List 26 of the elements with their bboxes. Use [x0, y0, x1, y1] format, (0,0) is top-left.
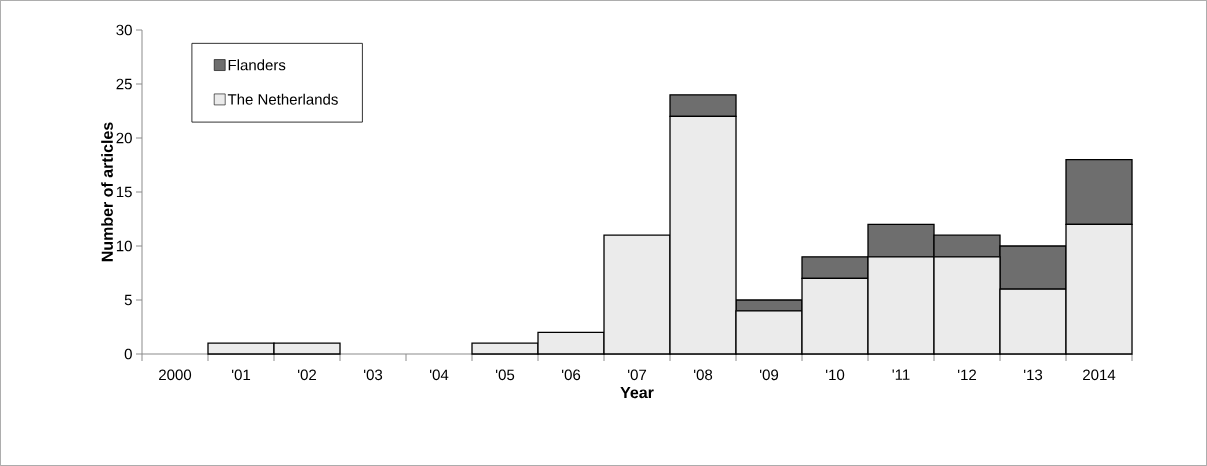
x-tick-label: '06	[562, 369, 581, 381]
y-tick-label: 5	[124, 294, 132, 306]
x-tick-label: '02	[298, 369, 317, 381]
x-tick-label: '01	[232, 369, 251, 381]
y-axis-title: Number of articles	[101, 122, 113, 262]
x-tick-label: 2014	[1083, 369, 1116, 381]
x-tick-label: '04	[430, 369, 449, 381]
legend-label: The Netherlands	[227, 93, 338, 105]
x-tick-label: '08	[694, 369, 713, 381]
x-tick-label: '03	[364, 369, 383, 381]
y-tick-label: 25	[116, 78, 132, 90]
x-tick-label: '07	[628, 369, 647, 381]
x-tick-label: '09	[760, 369, 779, 381]
y-tick-label: 0	[124, 348, 132, 360]
y-tick-label: 10	[116, 240, 132, 252]
x-tick-label: '12	[958, 369, 977, 381]
x-tick-label: '10	[826, 369, 845, 381]
x-tick-label: 2000	[159, 369, 192, 381]
y-tick-label: 15	[116, 186, 132, 198]
x-tick-label: '05	[496, 369, 515, 381]
x-tick-label: '11	[892, 369, 910, 380]
x-tick-label: '13	[1024, 369, 1043, 381]
y-tick-label: 20	[116, 132, 132, 144]
x-axis-title: Year	[620, 387, 654, 399]
y-tick-label: 30	[116, 24, 132, 36]
legend-label: Flanders	[228, 59, 286, 71]
